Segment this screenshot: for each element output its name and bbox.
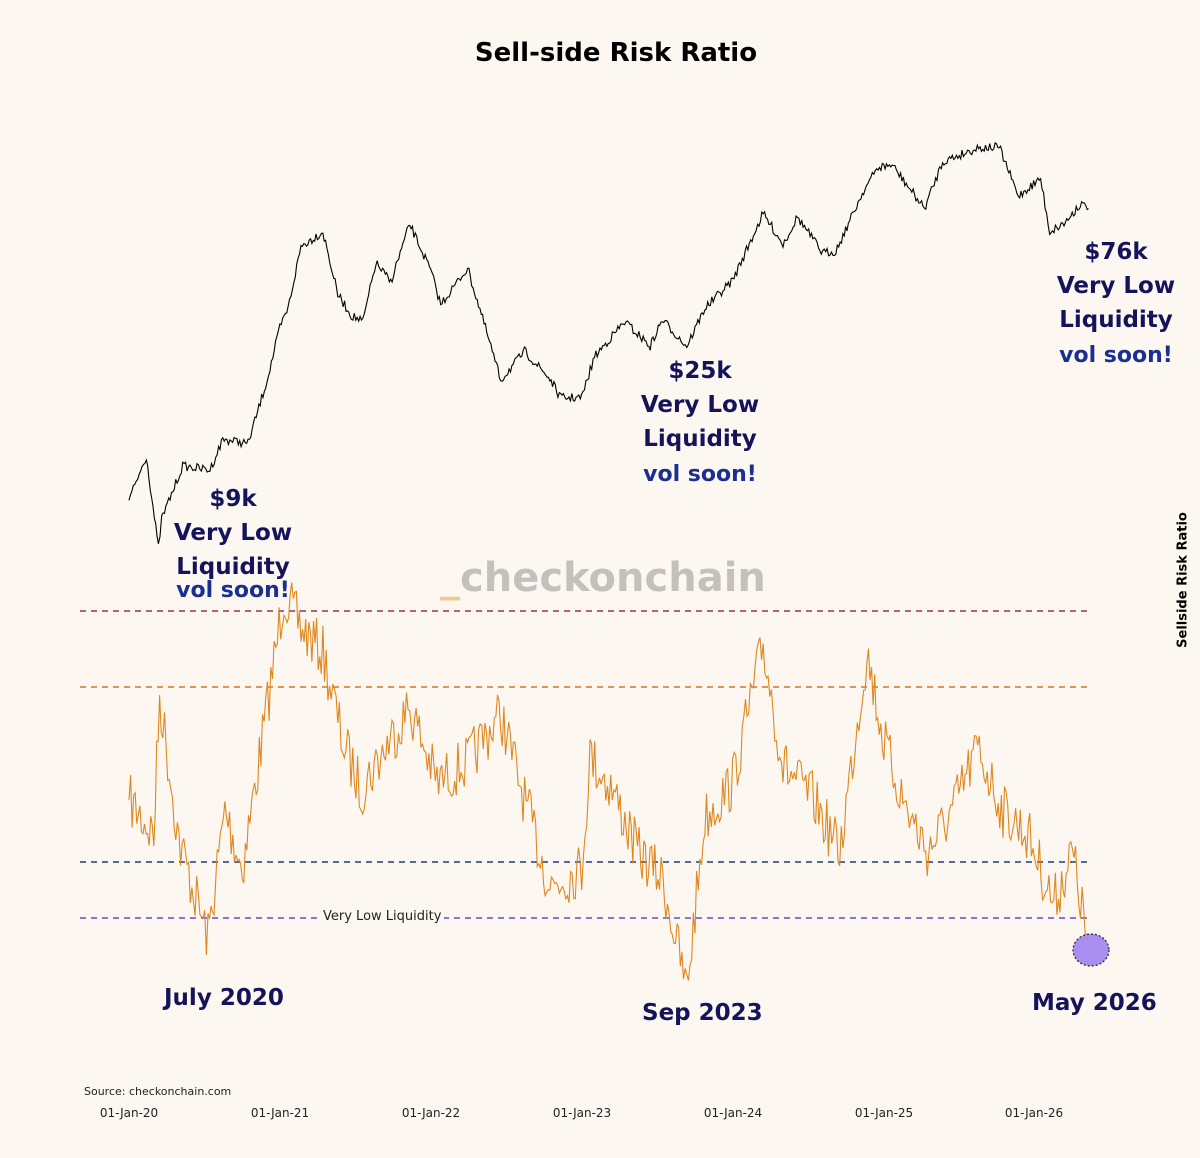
annotation-line2: Liquidity [643,426,757,452]
x-tick-label: 01-Jan-25 [854,1106,914,1120]
x-tick-label: 01-Jan-21 [250,1106,310,1120]
very-low-liquidity-band-label: Very Low Liquidity [320,909,445,924]
x-tick-label: 01-Jan-24 [703,1106,763,1120]
y-axis-label: Sellside Risk Ratio [1175,512,1191,648]
source-note: Source: checkonchain.com [84,1085,232,1098]
watermark-text: checkonchain [460,555,766,601]
annotation-2023: $25k Very Low Liquidity vol soon! [630,354,770,487]
annotation-price: $76k [1084,239,1148,265]
annotation-2020: $9k Very Low Liquidity vol soon! [168,482,298,603]
x-tick-label: 01-Jan-26 [1004,1106,1064,1120]
annotation-price: $25k [668,358,732,384]
annotation-price: $9k [209,486,257,512]
annotation-vol: vol soon! [643,462,757,487]
annotation-vol: vol soon! [1059,343,1173,368]
series-sellside-risk-ratio [128,582,1090,981]
annotation-line1: Very Low [640,392,760,418]
annotation-line1: Very Low [173,520,293,546]
x-tick-label: 01-Jan-23 [552,1106,612,1120]
may-2026-highlight-marker [1072,933,1110,967]
chart-title: Sell-side Risk Ratio [474,38,758,68]
watermark: _checkonchain [440,555,766,601]
annotation-vol: vol soon! [176,578,290,603]
date-annotation-july-2020: July 2020 [164,985,284,1011]
series-price [128,142,1089,544]
band-lines [80,610,1090,919]
annotation-line1: Very Low [1056,273,1176,299]
x-tick-label: 01-Jan-22 [401,1106,461,1120]
x-tick-label: 01-Jan-20 [99,1106,159,1120]
date-annotation-may-2026: May 2026 [1032,990,1157,1016]
annotation-line2: Liquidity [176,554,290,580]
watermark-underscore: _ [440,555,460,601]
date-annotation-sep-2023: Sep 2023 [642,1000,763,1026]
annotation-2026: $76k Very Low Liquidity vol soon! [1046,235,1186,368]
annotation-line2: Liquidity [1059,307,1173,333]
